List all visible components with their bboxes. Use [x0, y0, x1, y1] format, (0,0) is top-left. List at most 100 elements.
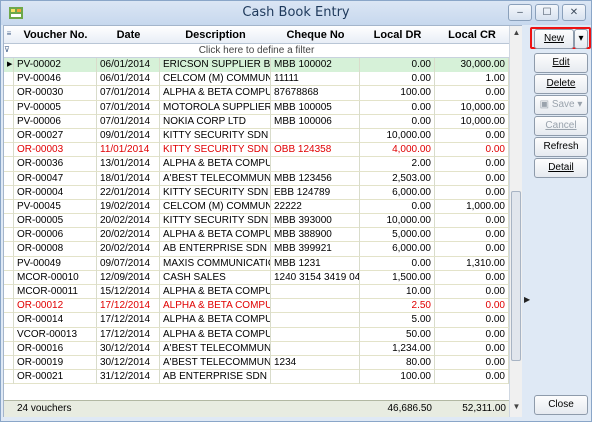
table-row[interactable]: MCOR-00010 12/09/2014 CASH SALES 1240 3154 …	[4, 270, 509, 285]
cell-voucher-no: OR-00021	[14, 370, 97, 385]
maximize-button[interactable]: ☐	[535, 4, 559, 21]
cell-voucher-no: OR-00016	[14, 341, 97, 356]
cell-local-dr: 0.00	[360, 114, 435, 129]
cancel-button[interactable]: Cancel	[534, 116, 588, 136]
edit-button[interactable]: Edit	[534, 53, 588, 73]
row-indicator-icon	[4, 185, 14, 200]
collapse-arrow-icon[interactable]: ▶	[524, 295, 531, 304]
cell-date: 09/07/2014	[97, 256, 160, 271]
cell-local-dr: 6,000.00	[360, 242, 435, 257]
save-button[interactable]: ▣ Save ▾	[534, 95, 588, 115]
filter-hint: Click here to define a filter	[198, 45, 315, 56]
cell-local-cr: 0.00	[435, 86, 509, 101]
new-dropdown-icon[interactable]: ▾	[574, 29, 588, 49]
column-cheque-no[interactable]: Cheque No	[286, 29, 345, 41]
cell-local-cr: 0.00	[435, 171, 509, 186]
cell-local-dr: 1,234.00	[360, 341, 435, 356]
close-window-button[interactable]: ✕	[562, 4, 586, 21]
column-chooser-icon[interactable]: ≡	[6, 29, 12, 38]
new-button[interactable]: New	[534, 29, 574, 49]
vertical-scrollbar[interactable]: ▲ ▼	[509, 26, 522, 417]
cell-local-cr: 0.00	[435, 242, 509, 257]
table-row[interactable]: PV-00006 07/01/2014 NOKIA CORP LTD MBB 1000…	[4, 114, 509, 129]
cell-date: 20/02/2014	[97, 214, 160, 229]
cell-local-dr: 80.00	[360, 355, 435, 370]
app-icon	[9, 7, 23, 19]
title-bar[interactable]: Cash Book Entry ‒ ☐ ✕	[1, 1, 591, 25]
delete-button[interactable]: Delete	[534, 74, 588, 94]
cell-description: ALPHA & BETA COMPUTER	[160, 285, 271, 299]
cell-cheque-no: 22222	[271, 199, 360, 214]
row-indicator-icon	[4, 214, 14, 229]
scrollbar-thumb[interactable]	[511, 191, 521, 361]
total-cr: 52,311.00	[462, 403, 506, 414]
filter-icon: ⊽	[4, 45, 10, 54]
row-indicator-icon	[4, 86, 14, 101]
cell-voucher-no: PV-00002	[14, 58, 97, 72]
detail-button[interactable]: Detail	[534, 158, 588, 178]
row-indicator-icon	[4, 199, 14, 214]
column-date[interactable]: Date	[116, 29, 141, 41]
cell-cheque-no: MBB 100006	[271, 114, 360, 129]
column-description[interactable]: Description	[185, 29, 246, 41]
row-indicator-icon: ▶	[4, 58, 14, 72]
row-indicator-icon	[4, 270, 14, 285]
cell-date: 20/02/2014	[97, 228, 160, 243]
column-voucher-no[interactable]: Voucher No.	[23, 29, 88, 41]
row-indicator-icon	[4, 128, 14, 143]
row-indicator-icon	[4, 327, 14, 342]
cell-voucher-no: OR-00006	[14, 228, 97, 243]
cell-local-dr: 2,503.00	[360, 171, 435, 186]
cell-description: A'BEST TELECOMMUNICAT...	[160, 171, 271, 186]
cell-local-dr: 5,000.00	[360, 228, 435, 243]
filter-row[interactable]: Click here to define a filter	[4, 44, 509, 58]
voucher-grid[interactable]: ≡ Voucher No. Date Description Cheque No…	[3, 25, 522, 417]
column-local-cr[interactable]: Local CR	[448, 29, 496, 41]
cell-voucher-no: VCOR-00013	[14, 327, 97, 342]
cell-description: KITTY SECURITY SDN BHD	[160, 214, 271, 229]
panel-splitter[interactable]: ▶	[523, 25, 530, 417]
window-title: Cash Book Entry	[242, 5, 350, 20]
cell-voucher-no: OR-00003	[14, 143, 97, 158]
refresh-button[interactable]: Refresh	[534, 137, 588, 157]
cell-local-cr: 0.00	[435, 128, 509, 143]
row-indicator-icon	[4, 242, 14, 257]
cell-local-dr: 6,000.00	[360, 185, 435, 200]
minimize-button[interactable]: ‒	[508, 4, 532, 21]
column-local-dr[interactable]: Local DR	[373, 29, 422, 41]
scroll-down-icon[interactable]: ▼	[512, 402, 521, 411]
close-button[interactable]: Close	[534, 395, 588, 415]
cell-local-cr: 0.00	[435, 157, 509, 172]
scroll-up-icon[interactable]: ▲	[512, 28, 521, 37]
cell-local-dr: 100.00	[360, 86, 435, 101]
cell-local-cr: 0.00	[435, 270, 509, 285]
cell-local-dr: 10,000.00	[360, 128, 435, 143]
cell-local-dr: 2.00	[360, 157, 435, 172]
row-indicator-icon	[4, 100, 14, 115]
cell-description: KITTY SECURITY SDN BHD	[160, 185, 271, 200]
row-indicator-icon	[4, 143, 14, 158]
cell-local-cr: 0.00	[435, 299, 509, 314]
